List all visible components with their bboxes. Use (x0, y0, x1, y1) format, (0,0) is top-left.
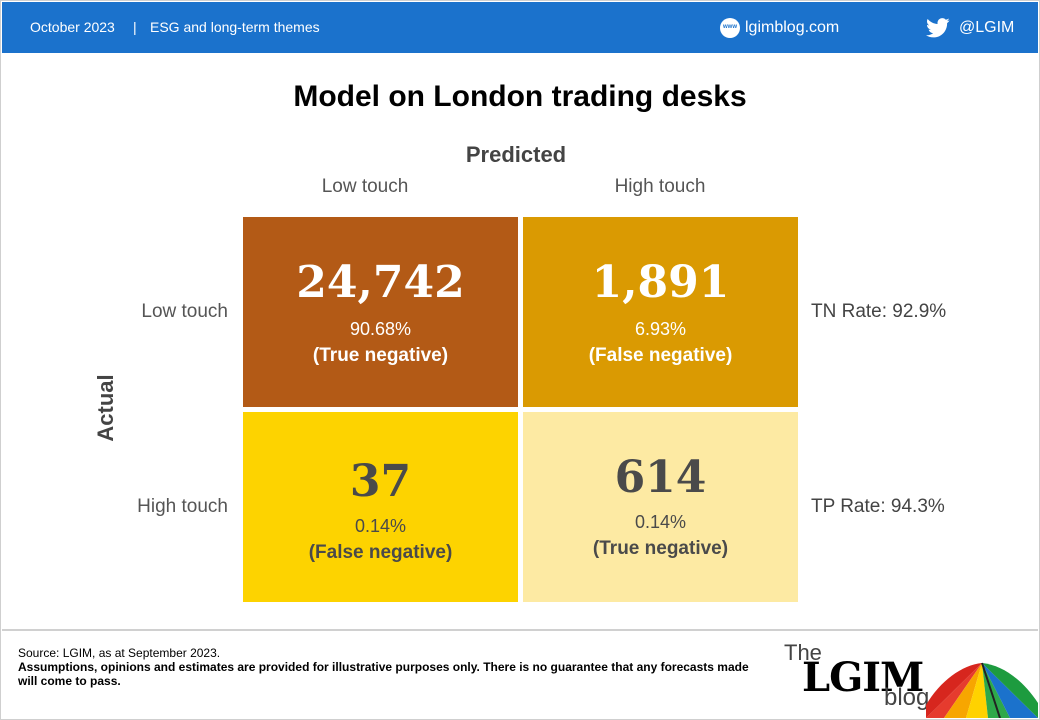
cell-percent: 0.14% (634, 512, 687, 532)
row-label-high-touch: High touch (137, 496, 228, 517)
footer-divider (2, 629, 1038, 631)
matrix-cell-low-high: 1,891 6.93% (False negative) (523, 217, 798, 407)
source-note: Source: LGIM, as at September 2023. (18, 646, 221, 660)
header-separator: | (133, 19, 137, 35)
row-axis-label: Actual (93, 374, 118, 442)
cell-label: (False negative) (588, 345, 733, 366)
cell-value: 37 (349, 456, 412, 507)
cell-label: (True negative) (312, 345, 449, 366)
header-bar: October 2023 | ESG and long-term themes … (2, 2, 1038, 53)
matrix-cell-high-low: 37 0.14% (False negative) (243, 412, 518, 602)
column-axis-label: Predicted (465, 142, 567, 167)
twitter-handle[interactable]: @LGIM (959, 19, 1015, 36)
tp-rate: TP Rate: 94.3% (811, 496, 945, 517)
cell-value: 614 (614, 452, 707, 503)
cell-label: (True negative) (592, 538, 729, 559)
logo-blog: blog (884, 684, 930, 711)
matrix-cell-low-low: 24,742 90.68% (True negative) (243, 217, 518, 407)
header-topic[interactable]: ESG and long-term themes (150, 19, 320, 35)
tn-rate: TN Rate: 92.9% (811, 301, 947, 322)
row-label-low-touch: Low touch (141, 301, 228, 322)
site-link[interactable]: lgimblog.com (745, 19, 840, 36)
disclaimer: Assumptions, opinions and estimates are … (18, 660, 749, 688)
globe-icon: www (720, 18, 740, 38)
cell-value: 1,891 (591, 257, 730, 308)
twitter-bird-icon[interactable] (926, 18, 950, 38)
column-label-high-touch: High touch (614, 176, 706, 197)
cell-label: (False negative) (308, 542, 453, 563)
cell-percent: 90.68% (349, 319, 412, 339)
logo-lgim: LGIM (802, 654, 924, 701)
header-date: October 2023 (30, 19, 115, 35)
umbrella-logo-icon (926, 662, 1038, 718)
www-badge-text: www (722, 24, 737, 30)
cell-percent: 6.93% (634, 319, 687, 339)
cell-percent: 0.14% (354, 516, 407, 536)
cell-value: 24,742 (296, 257, 465, 308)
column-label-low-touch: Low touch (321, 176, 409, 197)
matrix-cell-high-high: 614 0.14% (True negative) (523, 412, 798, 602)
logo-the: The (784, 640, 822, 665)
chart-title: Model on London trading desks (293, 80, 747, 113)
